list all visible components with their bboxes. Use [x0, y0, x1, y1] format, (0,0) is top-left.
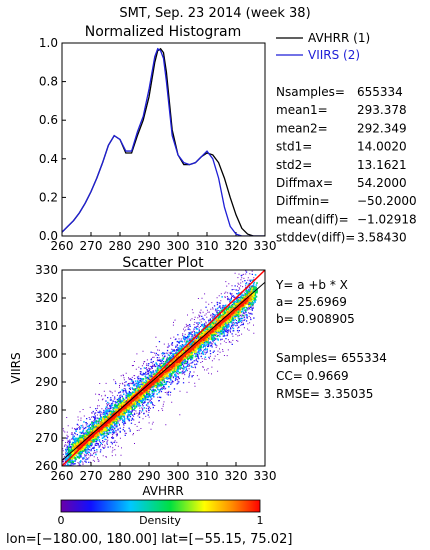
histogram-y-tick-label: 0.2 — [39, 190, 58, 204]
scatter-title: Scatter Plot — [122, 255, 204, 271]
colorbar-min-label: 0 — [58, 514, 65, 527]
regression-samples: Samples= 655334 — [276, 351, 387, 365]
regression-fit-line — [62, 281, 265, 461]
page-title: SMT, Sep. 23 2014 (week 38) — [119, 6, 310, 21]
scatter-x-tick-label: 300 — [167, 469, 190, 483]
histogram-x-tick-label: 260 — [51, 239, 74, 253]
stat-label: Diffmax= — [276, 176, 333, 190]
stat-value: 655334 — [357, 85, 403, 99]
regression-rmse: RMSE= 3.35035 — [276, 387, 373, 401]
histogram-x-tick-label: 270 — [80, 239, 103, 253]
scatter-y-tick-label: 310 — [35, 319, 58, 333]
stat-label: mean(diff)= — [276, 212, 349, 226]
histogram-y-tick-label: 1.0 — [39, 36, 58, 50]
scatter-x-tick-label: 290 — [138, 469, 161, 483]
stat-label: Diffmin= — [276, 194, 330, 208]
scatter-y-label: VIIRS — [9, 352, 23, 383]
scatter-y-tick-label: 280 — [35, 403, 58, 417]
scatter-y-tick-label: 330 — [35, 263, 58, 277]
stat-value: 13.1621 — [357, 158, 407, 172]
histogram-frame — [61, 42, 266, 237]
stat-label: std2= — [276, 158, 312, 172]
statistics-panel: Nsamples= 655334 mean1= 293.378 mean2= 292.34… — [276, 85, 417, 245]
scatter-x-ticks: 260 270 280 290 300 310 320 330 — [51, 462, 277, 483]
stat-value: −50.2000 — [357, 194, 417, 208]
identity-line — [62, 270, 265, 466]
regression-panel: Y= a +b * X a= 25.6969 b= 0.908905 Sampl… — [275, 278, 387, 401]
stat-label: stddev(diff)= — [276, 231, 355, 245]
regression-cc: CC= 0.9669 — [276, 369, 349, 383]
scatter-frame — [61, 269, 266, 467]
histogram-x-tick-label: 330 — [254, 239, 277, 253]
stat-label: Nsamples= — [276, 85, 345, 99]
histogram-x-tick-label: 320 — [225, 239, 248, 253]
histogram-title: Normalized Histogram — [85, 24, 241, 40]
histogram-x-tick-label: 280 — [109, 239, 132, 253]
stat-label: std1= — [276, 140, 312, 154]
stat-value: 3.58430 — [357, 231, 407, 245]
regression-equation: Y= a +b * X — [275, 278, 348, 292]
histogram-x-tick-label: 310 — [196, 239, 219, 253]
scatter-x-label: AVHRR — [142, 484, 183, 498]
histogram-y-tick-label: 0.0 — [39, 229, 58, 243]
histogram-series-avhrr — [62, 47, 265, 236]
legend-label-viirs: VIIRS (2) — [308, 48, 360, 62]
scatter-x-tick-label: 260 — [51, 469, 74, 483]
scatter-y-tick-label: 300 — [35, 347, 58, 361]
stat-value: 54.2000 — [357, 176, 407, 190]
scatter-x-tick-label: 270 — [80, 469, 103, 483]
region-label: lon=[−180.00, 180.00] lat=[−55.15, 75.02… — [6, 532, 292, 547]
histogram-x-ticks: 260 270 280 290 300 310 320 330 — [51, 232, 277, 253]
scatter-x-tick-label: 280 — [109, 469, 132, 483]
histogram-x-tick-label: 290 — [138, 239, 161, 253]
density-colorbar: 0 Density 1 — [58, 499, 264, 527]
stat-label: mean2= — [276, 121, 328, 135]
scatter-y-tick-label: 290 — [35, 375, 58, 389]
stat-value: 14.0020 — [357, 140, 407, 154]
scatter-y-tick-label: 270 — [35, 431, 58, 445]
stat-label: mean1= — [276, 103, 328, 117]
stat-value: −1.02918 — [357, 212, 417, 226]
regression-a: a= 25.6969 — [276, 295, 347, 309]
colorbar-max-label: 1 — [257, 514, 264, 527]
histogram-x-tick-label: 300 — [167, 239, 190, 253]
histogram-y-tick-label: 0.8 — [39, 75, 58, 89]
scatter-y-ticks: 260 270 280 290 300 310 320 330 — [35, 263, 66, 473]
colorbar-label: Density — [139, 514, 181, 527]
colorbar-gradient — [60, 499, 261, 513]
scatter-x-tick-label: 330 — [254, 469, 277, 483]
stat-value: 292.349 — [357, 121, 407, 135]
histogram-y-tick-label: 0.6 — [39, 113, 58, 127]
histogram-y-ticks: 0.0 0.2 0.4 0.6 0.8 1.0 — [39, 36, 66, 243]
legend-label-avhrr: AVHRR (1) — [308, 31, 370, 45]
histogram-legend: AVHRR (1) VIIRS (2) — [276, 31, 370, 62]
scatter-x-tick-label: 310 — [196, 469, 219, 483]
stat-value: 293.378 — [357, 103, 407, 117]
histogram-series-viirs — [62, 47, 265, 236]
scatter-y-tick-label: 320 — [35, 291, 58, 305]
scatter-y-tick-label: 260 — [35, 459, 58, 473]
regression-b: b= 0.908905 — [276, 312, 355, 326]
histogram-y-tick-label: 0.4 — [39, 152, 58, 166]
scatter-x-tick-label: 320 — [225, 469, 248, 483]
